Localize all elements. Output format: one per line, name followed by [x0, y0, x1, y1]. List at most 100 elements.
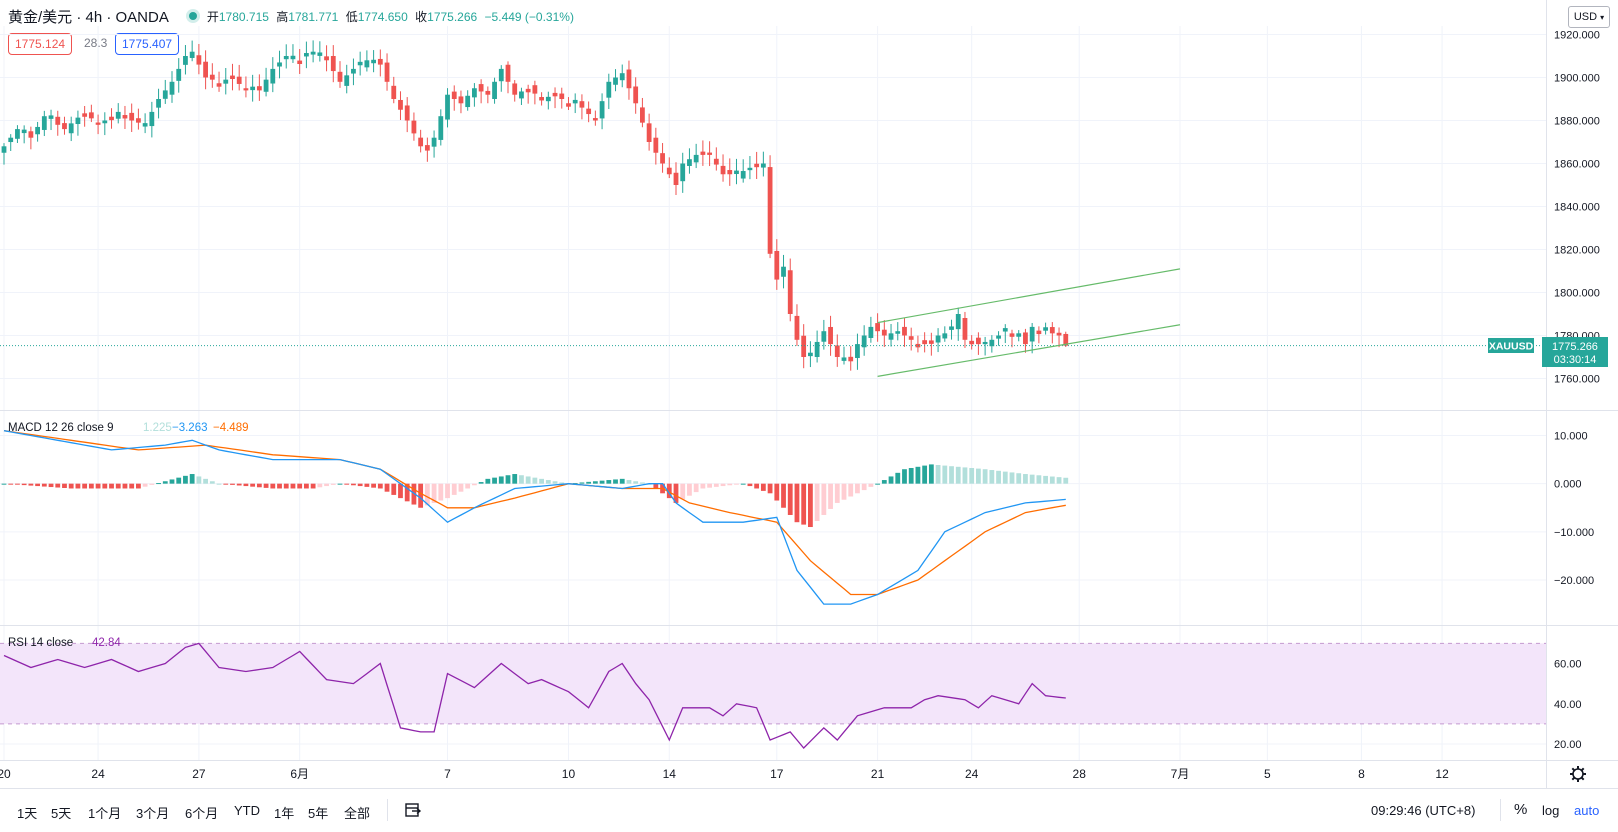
range-1d-button[interactable]: 1天	[17, 806, 38, 821]
range-1m-button[interactable]: 1个月	[88, 806, 122, 821]
candle	[774, 250, 780, 280]
macd-histogram-bar	[982, 469, 988, 484]
rsi-legend[interactable]: RSI 14 close 42.84	[8, 637, 121, 649]
macd-histogram-bar	[1036, 475, 1042, 484]
macd-histogram-bar	[364, 483, 370, 487]
candle	[82, 113, 88, 117]
macd-histogram-bar	[559, 482, 565, 484]
macd-histogram-bar	[707, 483, 712, 488]
candle	[734, 170, 739, 175]
macd-histogram-bar	[21, 483, 27, 486]
candle	[640, 107, 645, 123]
chart-canvas[interactable]: 1920.000 1900.000 1880.000 1860.000 1840.000…	[0, 0, 1618, 788]
candle	[626, 69, 632, 89]
y-tick-label: 10.000	[1554, 431, 1588, 443]
macd-signal-line	[3, 430, 1066, 596]
candle	[760, 163, 766, 168]
macd-histogram-bar	[633, 481, 639, 484]
symbol-legend[interactable]: 黄金/美元 · 4h · OANDA 开1780.715 高1781.771 低…	[8, 6, 578, 26]
range-5y-button[interactable]: 5年	[308, 806, 329, 821]
macd-histogram-bar	[787, 483, 793, 515]
range-1y-button[interactable]: 1年	[274, 806, 295, 821]
buy-price-button[interactable]: 1775.407	[115, 33, 180, 55]
candle	[646, 123, 652, 142]
macd-histogram-bar	[115, 483, 121, 489]
candle	[559, 93, 565, 99]
macd-histogram-bar	[861, 483, 867, 491]
macd-histogram-bar	[532, 477, 538, 484]
candle	[808, 352, 813, 357]
candle	[136, 118, 141, 123]
log-scale-button[interactable]: log	[1542, 803, 1560, 818]
candle	[216, 83, 222, 87]
change-value: −5.449 (−0.31%)	[484, 9, 574, 24]
range-6m-button[interactable]: 6个月	[185, 806, 219, 821]
macd-histogram-bar	[109, 483, 114, 489]
macd-histogram-bar	[68, 483, 74, 489]
candle	[250, 86, 256, 91]
clock-timezone-button[interactable]: 09:29:46 (UTC+8)	[1371, 803, 1476, 818]
macd-histogram-bar	[834, 483, 840, 503]
macd-histogram-bar	[8, 483, 14, 485]
candle	[881, 329, 887, 336]
price-tag-bg	[1542, 337, 1608, 367]
bottom-toolbar: 1天 5天 1个月 3个月 6个月 YTD 1年 5年 全部 09:29:46 …	[0, 788, 1618, 832]
macd-histogram-bar	[572, 483, 578, 485]
macd-legend[interactable]: MACD 12 26 close 9 1.225 −3.263 −4.489	[8, 422, 249, 434]
macd-histogram-bar	[142, 483, 148, 487]
macd-histogram-bar	[781, 483, 786, 508]
candles[interactable]	[0, 40, 1546, 371]
candle	[438, 116, 444, 140]
range-3m-button[interactable]: 3个月	[136, 806, 170, 821]
macd-histogram-bar	[693, 483, 699, 493]
macd-histogram-bar	[888, 476, 894, 484]
macd-histogram-bar	[727, 483, 733, 486]
macd-histogram-bar	[203, 478, 208, 484]
currency-button[interactable]: USD ▾	[1568, 6, 1610, 28]
y-tick-label: 1920.000	[1554, 30, 1600, 42]
range-all-button[interactable]: 全部	[344, 806, 371, 821]
x-tick-label: 20	[0, 767, 11, 781]
pane-dividers[interactable]	[0, 0, 1618, 788]
candle	[949, 326, 954, 330]
macd-histogram-bar	[935, 465, 941, 484]
candle	[794, 315, 800, 340]
macd-histogram-bar	[236, 483, 242, 486]
candle	[767, 167, 773, 254]
macd-histogram-bar	[734, 483, 739, 485]
macd-histogram-bar	[95, 483, 101, 489]
settings-gear-icon[interactable]	[1570, 766, 1586, 782]
candle	[209, 74, 215, 80]
candle	[505, 64, 511, 82]
range-ytd-button[interactable]: YTD	[234, 803, 260, 818]
x-tick-label: 12	[1435, 767, 1449, 781]
candle	[68, 123, 74, 134]
candle	[330, 56, 336, 72]
sell-price-button[interactable]: 1775.124	[8, 33, 73, 55]
candle	[720, 165, 726, 175]
y-tick-label: 1800.000	[1554, 288, 1600, 300]
auto-scale-button[interactable]: auto	[1574, 803, 1600, 818]
candle	[673, 172, 679, 185]
candle	[680, 163, 686, 182]
macd-histogram-bar	[41, 483, 47, 487]
channel-lines[interactable]	[877, 268, 1181, 377]
price-axis[interactable]: 1920.000 1900.000 1880.000 1860.000 1840.000…	[1554, 30, 1600, 752]
goto-date-icon[interactable]	[404, 801, 422, 819]
range-5d-button[interactable]: 5天	[51, 806, 72, 821]
macd-histogram-bar	[304, 483, 309, 489]
macd-histogram-bar	[969, 468, 975, 484]
macd-histogram-bar	[472, 483, 477, 486]
macd-histogram-bar	[1029, 474, 1035, 484]
macd-histogram-bar	[230, 483, 235, 485]
close-value: 1775.266	[427, 9, 478, 24]
percent-scale-button[interactable]: %	[1514, 801, 1528, 818]
macd-histogram-bar	[545, 480, 551, 484]
symbol-title[interactable]: 黄金/美元 · 4h · OANDA	[8, 8, 169, 26]
macd-histogram-bar	[28, 483, 34, 486]
candle	[740, 171, 746, 179]
y-tick-label: −20.000	[1554, 575, 1594, 587]
candle	[512, 83, 518, 95]
macd-histogram-bar	[606, 480, 612, 484]
time-axis[interactable]: 20 24 27 6月 7 10 14 17 21 24 28 7月 5 8 12	[0, 767, 1449, 781]
